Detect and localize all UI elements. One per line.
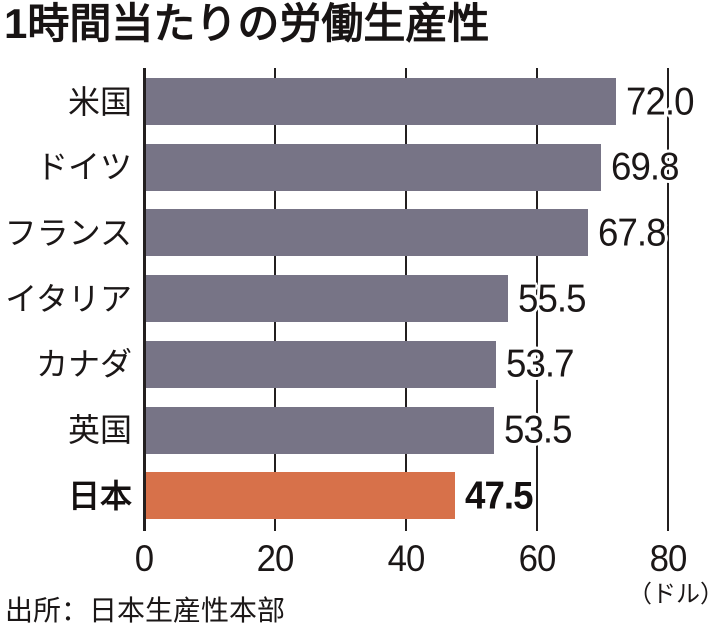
value-label-英国: 53.5 <box>504 408 573 452</box>
category-label-英国: 英国 <box>67 412 132 448</box>
gridline-60 <box>536 68 538 531</box>
bar-日本 <box>145 472 456 520</box>
category-label-カナダ: カナダ <box>35 346 132 383</box>
chart-title: 1時間当たりの労働生産性 <box>4 0 490 47</box>
category-label-イタリア: イタリア <box>5 280 132 317</box>
x-tick-label-0: 0 <box>134 538 154 579</box>
axis-unit-label: （ドル） <box>628 581 710 608</box>
gridline-80 <box>667 68 669 531</box>
bar-カナダ <box>145 340 496 388</box>
y-axis-line <box>142 68 146 531</box>
category-label-フランス: フランス <box>4 214 132 251</box>
x-tick-label-40: 40 <box>387 538 426 579</box>
category-label-日本: 日本 <box>67 477 132 514</box>
value-label-日本: 47.5 <box>465 474 534 518</box>
bar-米国 <box>145 78 616 125</box>
value-label-ドイツ: 69.8 <box>611 145 680 189</box>
value-label-イタリア: 55.5 <box>517 277 587 321</box>
x-tick-label-80: 80 <box>649 538 688 579</box>
value-label-フランス: 67.8 <box>598 211 667 255</box>
source-note: 出所：日本生産性本部 <box>5 595 286 626</box>
bar-英国 <box>145 406 495 454</box>
value-label-カナダ: 53.7 <box>505 342 575 386</box>
bar-ドイツ <box>145 143 602 191</box>
bar-フランス <box>145 209 589 257</box>
value-label-米国: 72.0 <box>625 80 695 123</box>
x-tick-label-60: 60 <box>518 538 557 579</box>
category-label-ドイツ: ドイツ <box>35 149 132 186</box>
category-label-米国: 米国 <box>67 83 132 120</box>
x-tick-label-20: 20 <box>256 538 295 579</box>
bar-イタリア <box>145 275 508 323</box>
